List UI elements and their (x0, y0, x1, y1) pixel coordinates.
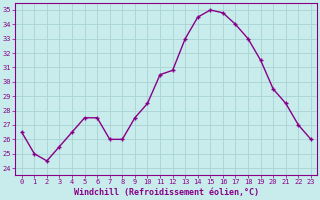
X-axis label: Windchill (Refroidissement éolien,°C): Windchill (Refroidissement éolien,°C) (74, 188, 259, 197)
